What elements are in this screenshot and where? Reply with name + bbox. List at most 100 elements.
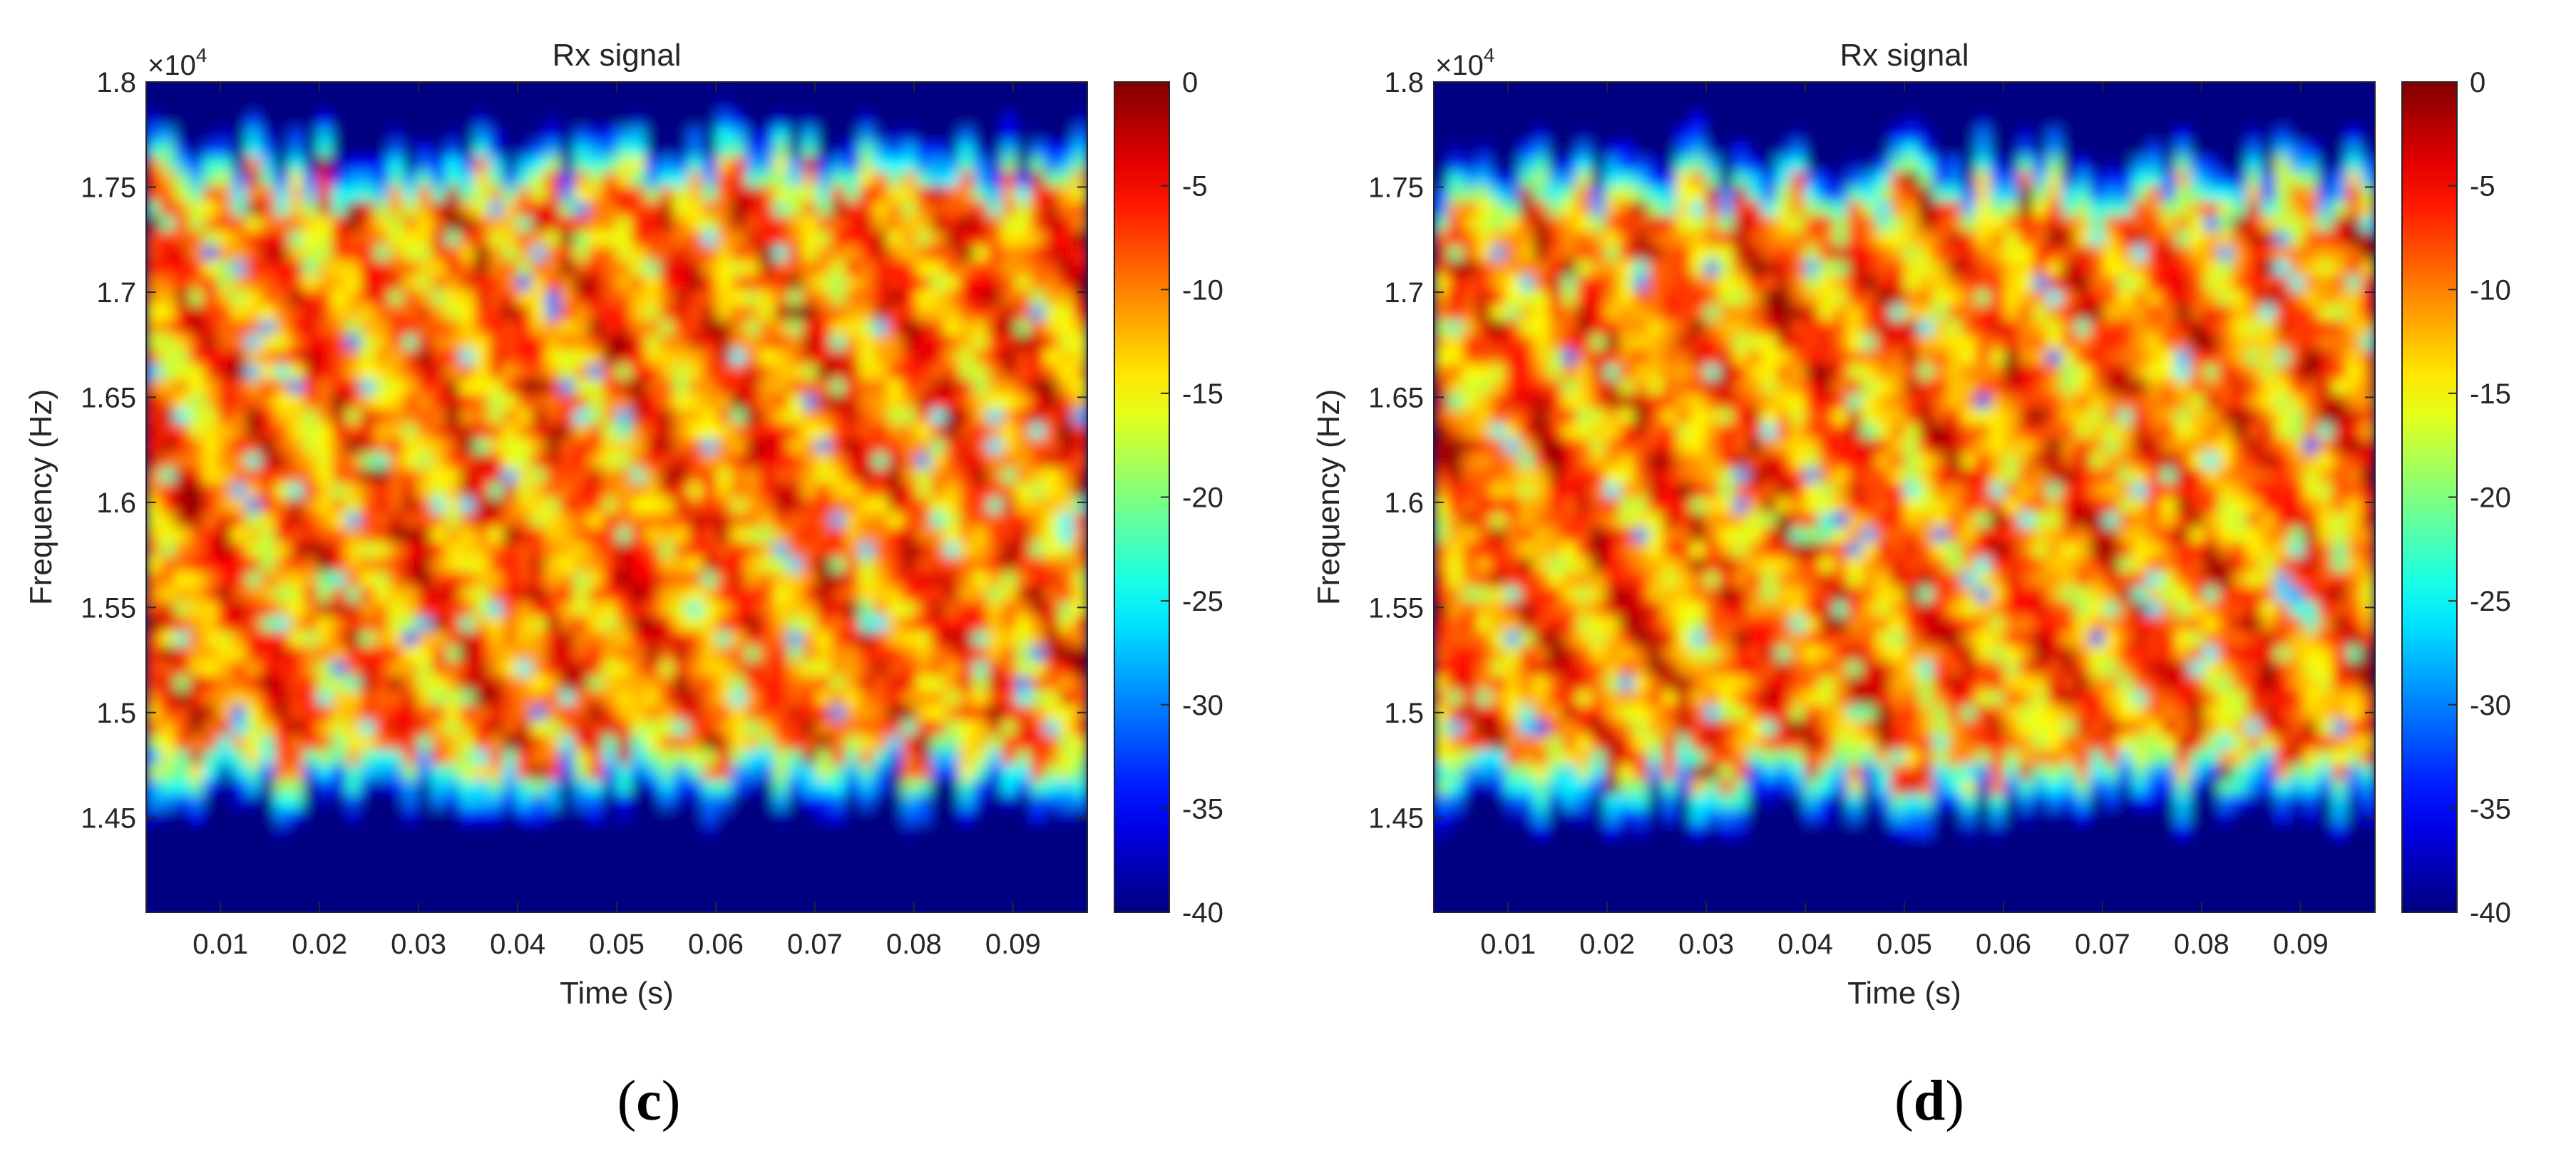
- heatmap-cell: [745, 497, 760, 513]
- heatmap-cell: [545, 689, 560, 706]
- heatmap-cell: [1591, 96, 1606, 113]
- heatmap-cell: [1491, 823, 1506, 839]
- heatmap-cell: [403, 82, 418, 98]
- heatmap-cell: [802, 185, 817, 202]
- heatmap-cell: [645, 334, 660, 350]
- heatmap-cell: [203, 897, 218, 912]
- heatmap-cell: [417, 467, 432, 483]
- heatmap-cell: [274, 200, 289, 217]
- heatmap-cell: [617, 645, 632, 661]
- heatmap-cell: [160, 215, 175, 231]
- heatmap-cell: [389, 467, 404, 483]
- heatmap-cell: [831, 512, 846, 528]
- heatmap-cell: [289, 660, 304, 676]
- heatmap-cell: [260, 185, 275, 202]
- heatmap-cell: [431, 126, 446, 143]
- heatmap-cell: [146, 512, 161, 528]
- heatmap-cell: [1491, 675, 1506, 691]
- heatmap-cell: [417, 882, 432, 899]
- heatmap-cell: [645, 378, 660, 394]
- heatmap-cell: [289, 512, 304, 528]
- heatmap-cell: [1016, 482, 1031, 498]
- heatmap-cell: [1733, 334, 1748, 350]
- heatmap-cell: [332, 156, 347, 172]
- heatmap-cell: [802, 689, 817, 706]
- heatmap-cell: [189, 215, 204, 231]
- heatmap-cell: [1576, 200, 1591, 217]
- colorbar-tick-label: -5: [1182, 171, 1208, 202]
- heatmap-cell: [1016, 170, 1031, 187]
- heatmap-cell: [160, 852, 175, 869]
- heatmap-cell: [146, 453, 161, 468]
- heatmap-cell: [774, 719, 789, 736]
- heatmap-cell: [289, 852, 304, 869]
- heatmap-cell: [560, 334, 575, 350]
- heatmap-cell: [1662, 111, 1677, 128]
- heatmap-cell: [1045, 527, 1059, 542]
- heatmap-cell: [1030, 586, 1045, 602]
- heatmap-cell: [160, 378, 175, 394]
- heatmap-cell: [560, 601, 575, 616]
- heatmap-cell: [645, 838, 660, 854]
- heatmap-cell: [360, 215, 375, 231]
- heatmap-cell: [175, 852, 190, 869]
- heatmap-cell: [1562, 630, 1577, 646]
- heatmap-cell: [289, 749, 304, 765]
- heatmap-cell: [1534, 808, 1549, 825]
- heatmap-cell: [1477, 96, 1492, 113]
- heatmap-cell: [1434, 615, 1449, 631]
- heatmap-cell: [602, 334, 617, 350]
- heatmap-cell: [1030, 689, 1045, 706]
- heatmap-cell: [916, 660, 931, 676]
- heatmap-cell: [1690, 897, 1705, 912]
- heatmap-cell: [987, 689, 1002, 706]
- heatmap-cell: [317, 586, 332, 602]
- heatmap-cell: [1073, 660, 1087, 676]
- heatmap-cell: [146, 630, 161, 646]
- heatmap-cell: [403, 274, 418, 291]
- heatmap-cell: [945, 704, 960, 721]
- heatmap-cell: [146, 882, 161, 899]
- heatmap-cell: [1462, 512, 1477, 528]
- heatmap-cell: [289, 82, 304, 98]
- heatmap-cell: [474, 734, 489, 750]
- heatmap-cell: [1434, 156, 1449, 172]
- heatmap-cell: [503, 586, 518, 602]
- heatmap-cell: [873, 438, 888, 454]
- heatmap-cell: [431, 867, 446, 884]
- heatmap-cell: [930, 586, 945, 602]
- heatmap-cell: [1477, 289, 1492, 306]
- heatmap-cell: [802, 156, 817, 172]
- heatmap-cell: [774, 349, 789, 365]
- heatmap-cell: [332, 704, 347, 721]
- heatmap-cell: [916, 764, 931, 780]
- heatmap-cell: [945, 334, 960, 350]
- heatmap-cell: [303, 689, 318, 706]
- heatmap-cell: [930, 808, 945, 825]
- heatmap-cell: [217, 185, 232, 202]
- heatmap-cell: [175, 482, 190, 498]
- heatmap-cell: [1719, 660, 1734, 676]
- heatmap-cell: [332, 126, 347, 143]
- heatmap-cell: [389, 319, 404, 335]
- heatmap-cell: [987, 349, 1002, 365]
- heatmap-cell: [930, 897, 945, 912]
- heatmap-cell: [702, 259, 717, 276]
- heatmap-cell: [531, 111, 546, 128]
- heatmap-cell: [1591, 852, 1606, 869]
- heatmap-cell: [617, 675, 632, 691]
- heatmap-cell: [888, 453, 903, 468]
- colorbar-tick-label: -10: [1182, 274, 1223, 306]
- heatmap-cell: [902, 689, 917, 706]
- heatmap-cell: [389, 170, 404, 187]
- heatmap-cell: [831, 141, 846, 157]
- heatmap-cell: [759, 438, 774, 454]
- heatmap-cell: [1477, 111, 1492, 128]
- heatmap-cell: [1448, 363, 1463, 380]
- heatmap-cell: [631, 96, 646, 113]
- heatmap-cell: [503, 467, 518, 483]
- heatmap-cell: [973, 601, 988, 616]
- heatmap-cell: [973, 689, 988, 706]
- heatmap-cell: [617, 882, 632, 899]
- heatmap-cell: [1690, 823, 1705, 839]
